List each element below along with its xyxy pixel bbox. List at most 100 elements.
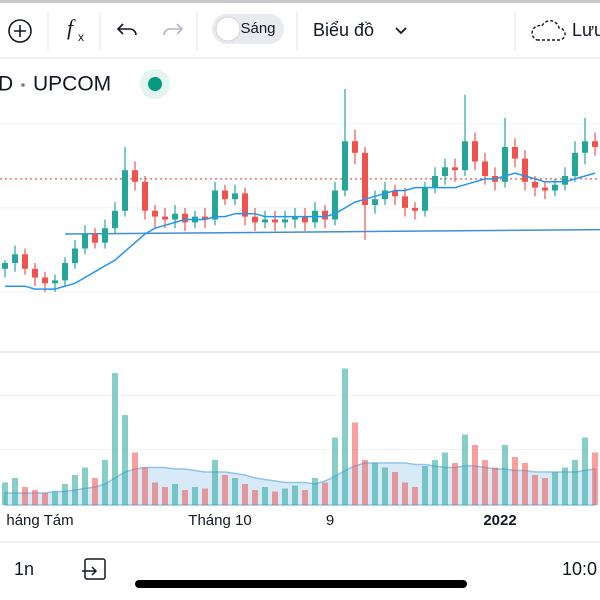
candle-body (432, 176, 438, 188)
volume-bar (162, 487, 168, 505)
candle-body (392, 190, 398, 197)
volume-bar (242, 484, 248, 505)
candle-body (362, 152, 368, 205)
footer: 1n 10:0 (14, 558, 597, 588)
undo-button[interactable] (116, 23, 137, 36)
volume-bar (312, 478, 318, 505)
candle-body (132, 170, 138, 182)
volume-bar (92, 478, 98, 505)
volume-bar (262, 487, 268, 505)
volume-bar (102, 460, 108, 505)
volume-bar (392, 472, 398, 505)
volume-bar (462, 434, 468, 505)
x-tick-label: 9 (326, 512, 334, 529)
interval[interactable]: 1n (14, 559, 34, 579)
exchange: UPCOM (33, 73, 111, 96)
volume-bar (252, 490, 258, 505)
volume-bar (572, 460, 578, 505)
volume-bar (182, 490, 188, 505)
volume-bar (452, 463, 458, 505)
top-strip (0, 0, 600, 3)
candle-body (462, 141, 468, 171)
candle-body (142, 181, 148, 211)
volume-bar (52, 491, 58, 505)
volume-bar (282, 488, 288, 505)
candle-body (542, 187, 548, 191)
home-indicator (135, 580, 467, 588)
clock: 10:0 (562, 559, 597, 579)
candle-body (72, 248, 78, 263)
volume-bar (72, 475, 78, 505)
volume-bar (12, 478, 18, 505)
volume-bar (132, 452, 138, 505)
volume-bar (172, 484, 178, 505)
candle-body (232, 193, 238, 200)
theme-label: Sáng (240, 20, 275, 37)
volume-bar (222, 475, 228, 505)
symbol: D (0, 73, 13, 96)
volume-bar (592, 452, 598, 505)
svg-text:f: f (67, 15, 76, 40)
volume-bar (412, 487, 418, 505)
candle-body (282, 219, 288, 223)
volume-bar (22, 487, 28, 505)
candle-body (82, 234, 88, 249)
volume-bar (82, 467, 88, 505)
candle-body (302, 216, 308, 223)
add-button[interactable] (8, 19, 32, 43)
svg-text:x: x (78, 30, 84, 44)
candle-body (92, 234, 98, 243)
candle-body (532, 181, 538, 188)
volume-bar (2, 482, 8, 505)
candle-body (252, 216, 258, 223)
candle-body (242, 193, 248, 217)
candle-body (512, 147, 518, 159)
volume-bar (432, 460, 438, 505)
candle-body (272, 219, 278, 223)
volume-bar (472, 445, 478, 505)
volume-bar (362, 460, 368, 505)
volume-bar (402, 482, 408, 505)
x-tick-label: Tháng 10 (188, 512, 251, 529)
volume-bar (502, 445, 508, 505)
candle-body (402, 196, 408, 208)
volume-bar (272, 491, 278, 505)
candle-body (352, 141, 358, 153)
volume-bar (422, 466, 428, 505)
volume-bar (232, 478, 238, 505)
chart-menu-label: Biểu đồ (313, 20, 374, 40)
candle-body (42, 277, 48, 284)
candle-body (62, 263, 68, 281)
volume-bar (372, 463, 378, 505)
candle-body (262, 219, 268, 223)
save-button[interactable]: Lưu (531, 20, 600, 41)
candle-body (502, 147, 508, 182)
volume-bar (192, 487, 198, 505)
candle-body (572, 152, 578, 176)
volume-bar (532, 475, 538, 505)
candle-body (222, 190, 228, 200)
candle-body (562, 176, 568, 185)
go-to-button[interactable] (82, 558, 106, 580)
candle-body (22, 254, 28, 269)
volume-bar (482, 460, 488, 505)
candle-body (12, 254, 18, 263)
legend: D UPCOM (0, 69, 170, 99)
candle-body (442, 167, 448, 176)
chart-type-menu[interactable]: Biểu đồ (313, 20, 407, 40)
candle-body (52, 280, 58, 284)
volume-bar (42, 493, 48, 505)
redo-button[interactable] (163, 23, 184, 36)
volume-bar (382, 467, 388, 505)
indicator-button[interactable]: f x (67, 15, 84, 44)
candle-body (122, 170, 128, 211)
volume-bar (62, 484, 68, 505)
plot: háng Tám Tháng 10 9 2022 (0, 89, 600, 529)
volume-bar (292, 485, 298, 505)
volume-bar (352, 422, 358, 505)
candle-body (372, 199, 378, 205)
theme-toggle[interactable]: Sáng (212, 14, 284, 44)
toolbar: f x Sáng Biểu đồ Lưu (8, 12, 600, 50)
volume-bar (552, 472, 558, 505)
